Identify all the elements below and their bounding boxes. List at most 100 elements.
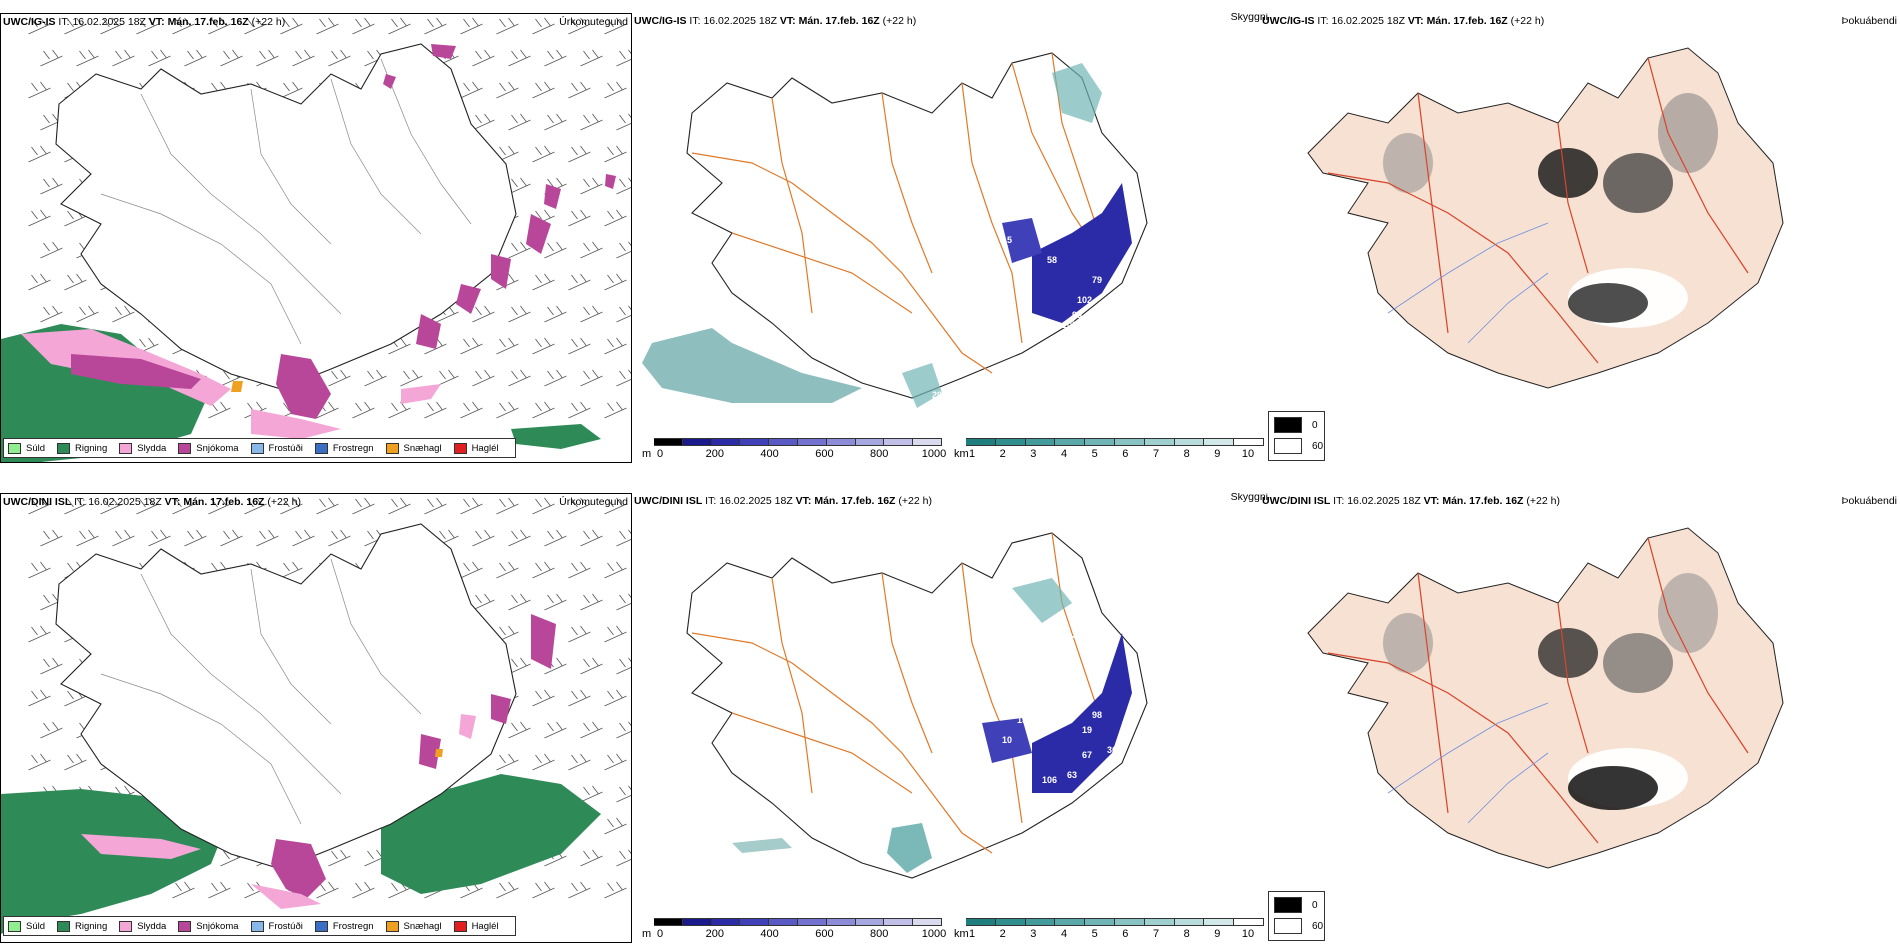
wind-barb	[568, 625, 591, 643]
ceiling-label: 17	[1027, 645, 1037, 655]
colorbar-segment	[826, 438, 856, 446]
wind-barb	[496, 17, 519, 35]
fog-legend-label: 60	[1312, 920, 1324, 932]
wind-barb	[532, 145, 555, 163]
wind-barb	[616, 593, 631, 611]
wind-barb	[532, 689, 555, 707]
wind-barb	[40, 657, 63, 675]
wind-barb	[472, 529, 495, 547]
wind-barb	[568, 17, 591, 35]
wind-barb	[28, 689, 51, 707]
legend-label: Súld	[26, 442, 46, 454]
wind-barb	[616, 657, 631, 675]
lead-time: (+22 h)	[882, 15, 917, 27]
snow-area	[271, 839, 326, 899]
ceiling-label: 22	[932, 870, 942, 880]
wind-barb	[472, 593, 495, 611]
colorbar-segment	[798, 918, 827, 926]
ceiling-label: 39	[1072, 630, 1082, 640]
panel-title-vis: Skyggni	[1230, 13, 1268, 23]
wind-barb	[112, 305, 135, 323]
ceiling-label: 103	[1062, 320, 1077, 330]
vt-value: Mán. 17.feb. 16Z	[183, 496, 265, 508]
wind-barb	[292, 49, 315, 67]
wind-barb	[604, 881, 627, 899]
colorbar-segment	[1234, 918, 1264, 926]
colorbar-segment	[682, 438, 712, 446]
colorbar-segment	[740, 438, 770, 446]
wind-barb	[508, 721, 531, 739]
colorbar-segment	[855, 918, 885, 926]
colorbar-tick: 200	[705, 928, 724, 940]
legend-swatch	[385, 442, 399, 454]
vis-colorbar-bottom: km 1 2 3 4 5 6 7 8 9 10	[954, 918, 1264, 940]
colorbar-unit: m	[642, 448, 652, 460]
wind-barb	[580, 849, 603, 867]
wind-barb	[172, 497, 195, 515]
colorbar-tick: 5	[1091, 928, 1098, 940]
wind-barb	[472, 113, 495, 131]
wind-barb	[568, 145, 591, 163]
vt-label: VT:	[1407, 15, 1424, 27]
colorbar-tick: 4	[1060, 448, 1068, 460]
legend-item: Súld	[8, 442, 46, 454]
wind-barb	[616, 305, 631, 323]
wind-barb	[604, 17, 627, 35]
wind-barb	[568, 209, 591, 227]
wind-barb	[64, 753, 87, 771]
wind-barb	[28, 81, 51, 99]
wind-barb	[568, 561, 591, 579]
colorbar-segment	[1144, 918, 1175, 926]
wind-barb	[472, 369, 495, 387]
fog-legend-swatch	[1274, 417, 1302, 433]
iceland-coastline	[55, 43, 517, 390]
snow-area	[431, 44, 456, 59]
wind-barb	[532, 497, 555, 515]
ceiling-label: 99	[1072, 310, 1082, 320]
precip-map-top	[1, 17, 631, 462]
wind-barb	[580, 593, 603, 611]
wind-barb	[220, 529, 243, 547]
wind-barb	[388, 497, 411, 515]
colorbar-tick: 3	[1030, 928, 1037, 940]
wind-barb	[388, 401, 411, 419]
wind-barb	[508, 241, 531, 259]
rain-area	[1, 789, 231, 934]
ceiling-label: 24	[992, 180, 1002, 190]
ceiling-label: 19	[1082, 725, 1092, 735]
it-value: 16.02.2025 18Z	[72, 16, 146, 28]
ceiling-label: 15	[980, 305, 990, 315]
colorbar-segment	[1174, 438, 1205, 446]
vis-teal-area	[1052, 63, 1102, 123]
wind-barb	[496, 497, 519, 515]
wind-barb	[328, 849, 351, 867]
panel-title-precip: Úrkomutegund	[559, 496, 628, 508]
wind-barb	[580, 369, 603, 387]
legend-label: Frostregn	[332, 442, 374, 454]
wind-barb	[460, 497, 483, 515]
it-label: IT:	[705, 495, 717, 507]
precip-legend: Súld Rigning Slydda Snjókoma Frostúði Frostre…	[3, 438, 516, 458]
wind-barb	[604, 497, 627, 515]
wind-barb	[424, 497, 447, 515]
ceiling-area	[1032, 183, 1132, 323]
visibility-panel-bottom: 20 14 17 39 57 14 15 10 67 63 106 194 22 36 19 98 UWC/D…	[632, 493, 1268, 943]
header-top-fog-text: UWC/IG-IS IT: 16.02.2025 18Z VT: Mán. 17…	[1262, 15, 1544, 27]
wind-barb	[604, 689, 627, 707]
colorbar-segment	[1085, 918, 1115, 926]
ceiling-label: 15	[1017, 715, 1027, 725]
legend-item: Frostúði	[250, 442, 303, 454]
header-bottom-fog-text: UWC/DINI ISL IT: 16.02.2025 18Z VT: Mán.…	[1262, 495, 1560, 507]
wind-barb	[568, 689, 591, 707]
colorbar-segment	[1025, 438, 1056, 446]
precip-panel-top: UWC/IG-IS IT: 16.02.2025 18Z VT: Mán. 17…	[0, 13, 632, 463]
wind-barb	[532, 81, 555, 99]
snow-area	[526, 214, 551, 254]
wind-barb	[580, 305, 603, 323]
legend-label: Frostúði	[268, 920, 303, 932]
wind-barb	[352, 401, 375, 419]
colorbar-tick: 1	[968, 448, 976, 460]
precip-panel-bottom: UWC/DINI ISL IT: 16.02.2025 18Z VT: Mán.…	[0, 493, 632, 943]
rain-area	[511, 424, 601, 449]
